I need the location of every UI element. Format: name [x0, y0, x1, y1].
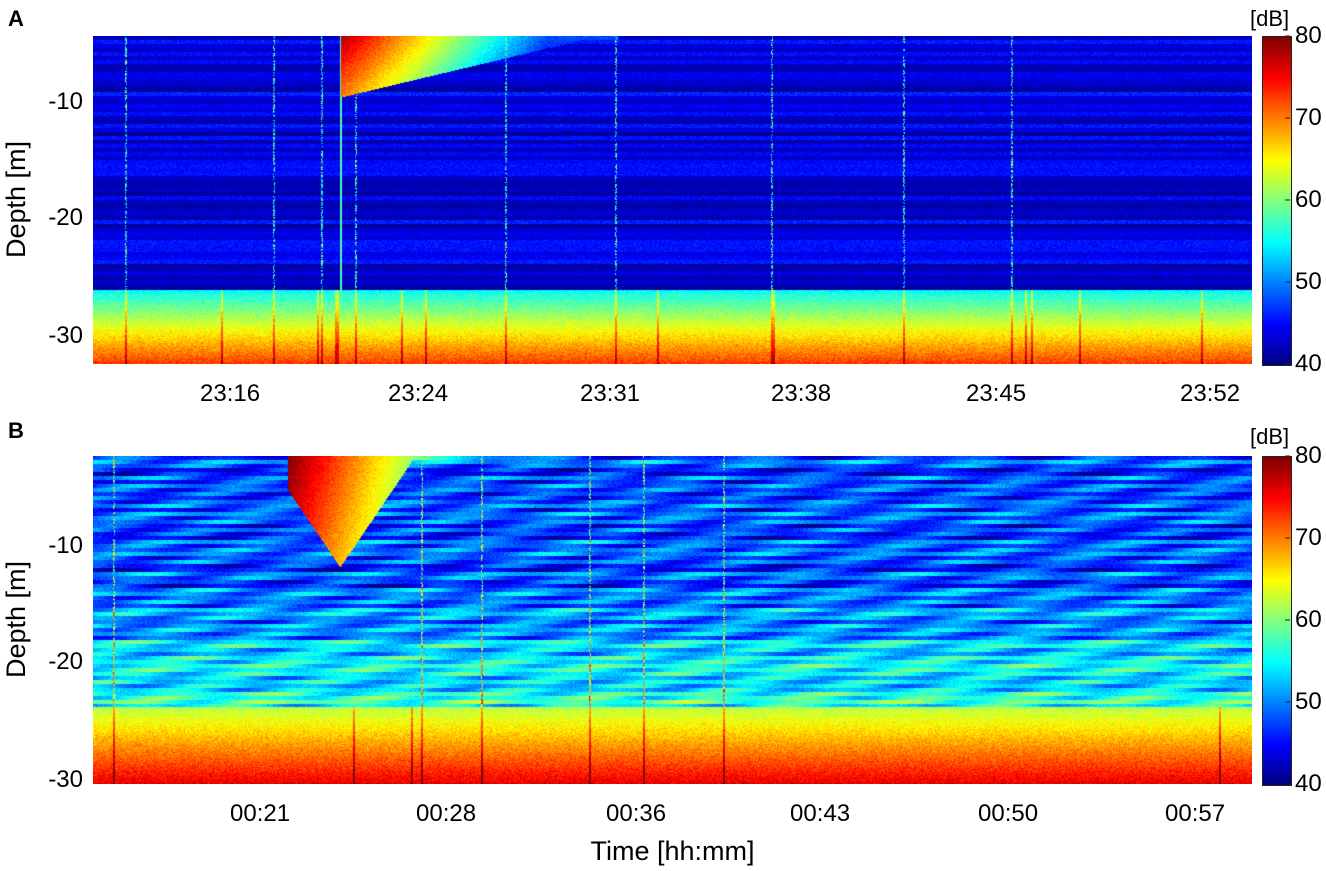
y-tick-label: -10	[48, 88, 83, 115]
colorbar-tick-label: 80	[1295, 22, 1322, 49]
x-tick-label: 00:50	[978, 800, 1039, 827]
colorbar-tick-label: 70	[1295, 104, 1322, 131]
colorbar-tick-label: 50	[1295, 688, 1322, 715]
colorbar-a-unit: [dB]	[1250, 6, 1290, 31]
panel-b-letter: B	[8, 418, 24, 443]
x-axis-label: Time [hh:mm]	[590, 836, 755, 866]
x-tick-label: 00:57	[1165, 800, 1226, 827]
echogram-a-heatmap	[93, 36, 1252, 364]
y-tick-label: -30	[48, 322, 83, 349]
panel-a-letter: A	[8, 6, 24, 31]
echogram-b-heatmap	[93, 456, 1252, 784]
x-tick-label: 23:24	[388, 380, 449, 407]
x-tick-label: 00:43	[790, 800, 851, 827]
colorbar-a	[1262, 36, 1292, 366]
x-tick-label: 00:28	[416, 800, 477, 827]
y-tick-label: -30	[48, 766, 83, 793]
colorbar-tick-label: 80	[1295, 442, 1322, 469]
x-tick-label: 23:31	[580, 380, 641, 407]
y-tick-label: -20	[48, 204, 83, 231]
x-tick-label: 23:52	[1180, 380, 1241, 407]
x-tick-label: 00:36	[606, 800, 667, 827]
colorbar-tick-label: 60	[1295, 186, 1322, 213]
colorbar-tick-label: 60	[1295, 606, 1322, 633]
y-tick-label: -20	[48, 648, 83, 675]
x-tick-label: 23:45	[966, 380, 1027, 407]
colorbar-tick-label: 40	[1295, 770, 1322, 797]
x-tick-label: 00:21	[230, 800, 291, 827]
colorbar-tick-label: 40	[1295, 350, 1322, 377]
x-tick-label: 23:38	[771, 380, 832, 407]
colorbar-b	[1262, 456, 1292, 786]
x-tick-label: 23:16	[200, 380, 261, 407]
colorbar-tick-label: 50	[1295, 268, 1322, 295]
colorbar-tick-label: 70	[1295, 524, 1322, 551]
y-tick-label: -10	[48, 532, 83, 559]
colorbar-b-unit: [dB]	[1250, 424, 1290, 449]
